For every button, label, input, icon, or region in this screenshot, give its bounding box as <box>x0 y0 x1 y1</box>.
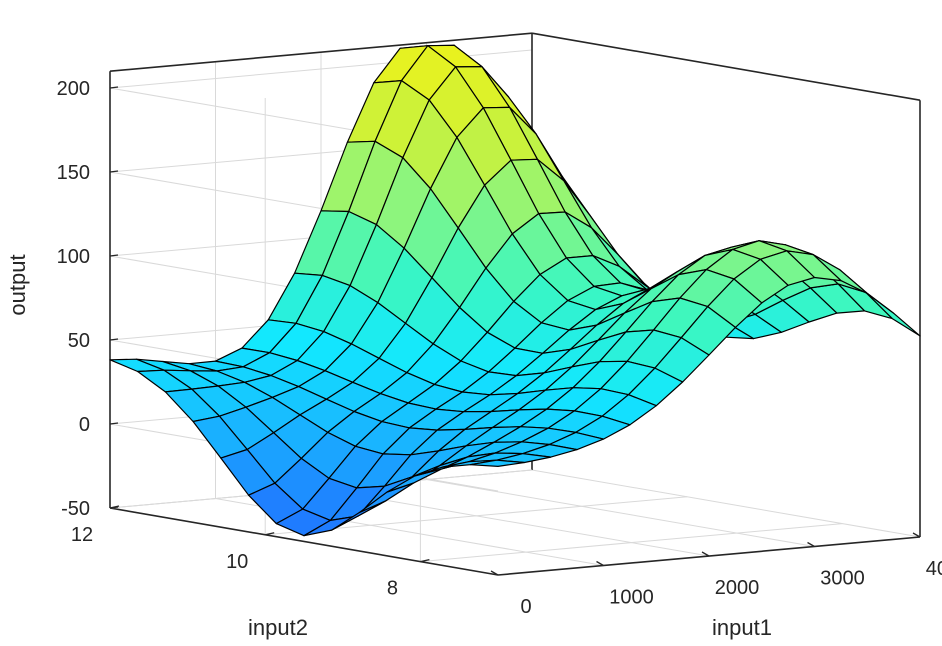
z-axis-label: output <box>5 254 30 315</box>
grid-line <box>531 469 921 538</box>
axis-edge <box>531 32 921 101</box>
y-tick-label: 10 <box>226 551 248 573</box>
z-tick-mark <box>109 170 119 173</box>
y-tick-label: 8 <box>387 578 398 600</box>
z-tick-label: 200 <box>57 78 90 100</box>
y-tick-mark <box>420 558 430 563</box>
surface-facet <box>469 459 526 467</box>
z-tick-label: 100 <box>57 246 90 268</box>
x-axis-label: input1 <box>712 615 772 640</box>
x-tick-mark <box>596 560 604 567</box>
x-tick-label: 3000 <box>820 568 865 590</box>
axis-edge <box>109 507 499 576</box>
z-tick-mark <box>109 422 119 425</box>
x-tick-mark <box>807 541 815 548</box>
x-tick-label: 2000 <box>715 577 760 599</box>
y-axis-label: input2 <box>248 615 308 640</box>
z-tick-mark <box>109 254 119 257</box>
y-tick-label: 12 <box>71 524 93 546</box>
axis-edge <box>109 32 533 72</box>
z-tick-label: -50 <box>61 498 90 520</box>
x-tick-mark <box>490 570 499 576</box>
surface <box>109 44 921 537</box>
x-tick-label: 0 <box>520 596 531 618</box>
z-tick-label: 0 <box>79 414 90 436</box>
z-tick-label: 50 <box>68 330 90 352</box>
tick-labels: -500501001502000100020003000400081012 <box>57 78 942 618</box>
y-tick-mark <box>109 505 120 509</box>
z-tick-mark <box>109 338 119 341</box>
x-tick-label: 1000 <box>609 587 654 609</box>
grid-line <box>426 479 815 547</box>
x-tick-mark <box>701 551 710 557</box>
y-tick-mark <box>265 532 275 536</box>
grid-line <box>420 523 843 563</box>
x-tick-label: 4000 <box>926 558 942 580</box>
x-tick-mark <box>912 532 921 538</box>
z-tick-mark <box>109 86 119 89</box>
z-tick-label: 150 <box>57 162 90 184</box>
